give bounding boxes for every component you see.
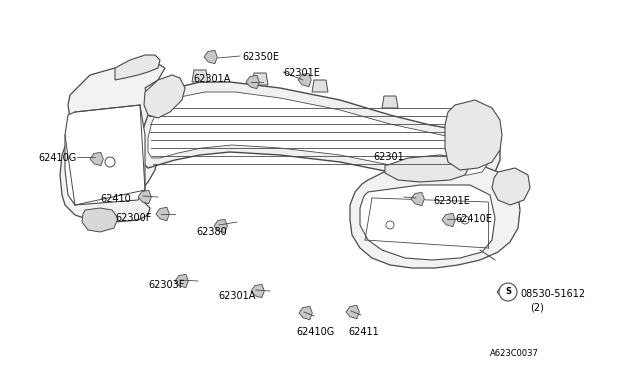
Polygon shape	[445, 100, 502, 170]
Circle shape	[499, 283, 517, 301]
Polygon shape	[175, 274, 188, 288]
Text: 62411: 62411	[348, 327, 379, 337]
Polygon shape	[298, 73, 311, 87]
Polygon shape	[214, 219, 227, 232]
Text: 62301A: 62301A	[193, 74, 230, 84]
Text: 62410E: 62410E	[455, 214, 492, 224]
Polygon shape	[312, 80, 328, 92]
Text: 62301: 62301	[373, 152, 404, 162]
Circle shape	[461, 216, 469, 224]
Polygon shape	[411, 192, 424, 206]
Polygon shape	[346, 305, 359, 319]
Polygon shape	[299, 306, 312, 320]
Polygon shape	[60, 62, 165, 222]
Text: 62301E: 62301E	[283, 68, 320, 78]
Text: 62410: 62410	[100, 194, 131, 204]
Polygon shape	[252, 73, 268, 85]
Polygon shape	[497, 285, 510, 299]
Polygon shape	[138, 190, 151, 203]
Polygon shape	[442, 213, 455, 227]
Text: 62303F: 62303F	[148, 280, 184, 290]
Text: A623C0037: A623C0037	[490, 349, 539, 358]
Polygon shape	[204, 50, 218, 64]
Text: 62301E: 62301E	[433, 196, 470, 206]
Polygon shape	[360, 185, 495, 260]
Text: 08530-51612: 08530-51612	[520, 289, 585, 299]
Polygon shape	[192, 70, 208, 82]
Text: S: S	[505, 288, 511, 296]
Polygon shape	[156, 207, 170, 221]
Text: (2): (2)	[530, 302, 544, 312]
Circle shape	[386, 221, 394, 229]
Polygon shape	[246, 76, 259, 89]
Polygon shape	[385, 155, 470, 182]
Polygon shape	[148, 78, 182, 112]
Text: 62410G: 62410G	[38, 153, 76, 163]
Polygon shape	[492, 168, 530, 205]
Polygon shape	[115, 55, 160, 80]
Text: 62301A: 62301A	[218, 291, 255, 301]
Text: 62300F: 62300F	[115, 213, 152, 223]
Polygon shape	[144, 75, 185, 118]
Polygon shape	[251, 284, 264, 298]
Text: 62380: 62380	[196, 227, 227, 237]
Polygon shape	[382, 96, 398, 108]
Polygon shape	[140, 82, 500, 182]
Circle shape	[105, 157, 115, 167]
Polygon shape	[65, 105, 145, 205]
Polygon shape	[350, 162, 520, 268]
Polygon shape	[148, 92, 488, 175]
Text: 62350E: 62350E	[242, 52, 279, 62]
Polygon shape	[82, 208, 118, 232]
Polygon shape	[90, 152, 103, 166]
Text: 62410G: 62410G	[296, 327, 334, 337]
